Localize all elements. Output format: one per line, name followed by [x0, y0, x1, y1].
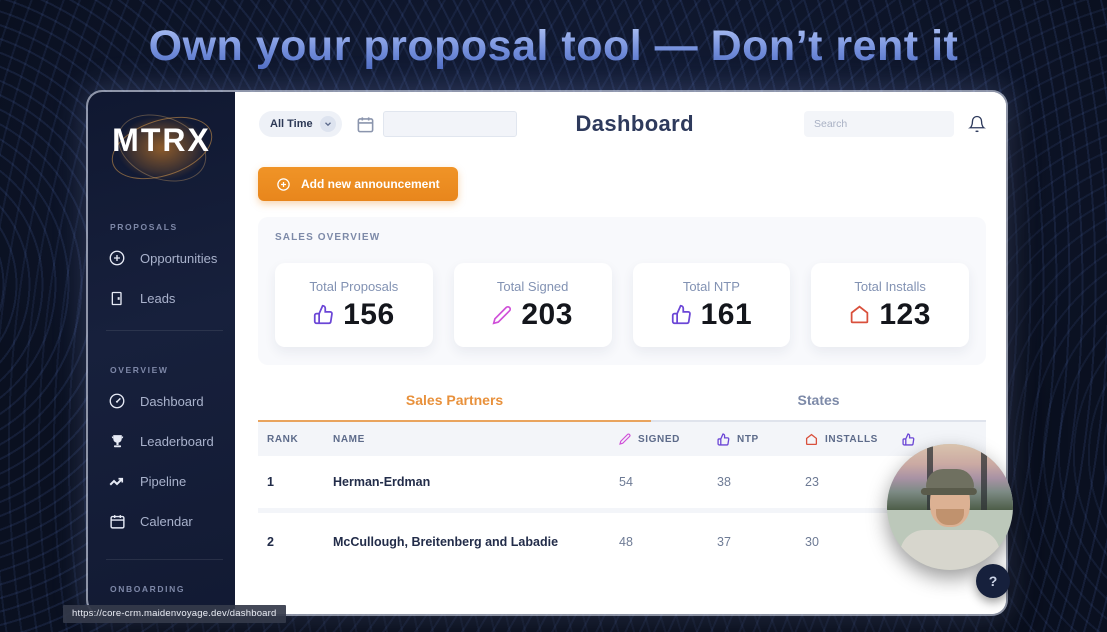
sidebar-item-leads[interactable]: Leads	[104, 278, 225, 318]
sidebar-item-label: Leaderboard	[140, 433, 214, 449]
table-header: RANK NAME SIGNED NTP	[258, 422, 986, 456]
column-header-ntp[interactable]: NTP	[717, 432, 805, 446]
sidebar-item-opportunities[interactable]: Opportunities	[104, 238, 225, 278]
stat-card-total-signed: Total Signed 203	[453, 263, 612, 347]
headline: Own your proposal tool — Don’t rent it	[0, 22, 1107, 71]
leaderboard-tabs: Sales Partners States	[258, 392, 986, 420]
sidebar-item-label: Pipeline	[140, 473, 187, 489]
presenter-shirt	[900, 530, 1000, 570]
plus-circle-icon	[276, 177, 291, 192]
cell-installs: 30	[805, 534, 819, 549]
sidebar-item-label: Calendar	[140, 513, 193, 529]
tab-sales-partners[interactable]: Sales Partners	[405, 392, 504, 408]
table-row[interactable]: 2 McCullough, Breitenberg and Labadie 48…	[258, 513, 986, 570]
page-title: Dashboard	[575, 111, 694, 136]
column-header-signed[interactable]: SIGNED	[619, 433, 717, 445]
sidebar-divider	[106, 330, 223, 331]
logo-glow-decoration	[101, 104, 222, 191]
webcam-overlay	[887, 444, 1013, 570]
section-label-overview: OVERVIEW	[110, 365, 169, 375]
presenter-cap-brim	[920, 488, 977, 495]
pen-icon	[619, 433, 631, 445]
home-icon	[849, 304, 870, 325]
thumbs-up-icon	[313, 304, 334, 325]
cell-rank: 1	[267, 475, 274, 489]
logo-text: MTRX	[112, 121, 211, 158]
sidebar-item-leaderboard[interactable]: Leaderboard	[104, 421, 225, 461]
stat-card-label: Total Signed	[496, 278, 569, 294]
help-button[interactable]: ?	[976, 564, 1010, 598]
column-header-rank[interactable]: RANK	[267, 433, 299, 445]
stat-card-value: 203	[521, 297, 573, 331]
url-status-tooltip: https://core-crm.maidenvoyage.dev/dashbo…	[63, 605, 286, 623]
sidebar-item-pipeline[interactable]: Pipeline	[104, 461, 225, 501]
column-header-installs[interactable]: INSTALLS	[805, 433, 902, 446]
sales-overview-panel: SALES OVERVIEW Total Proposals 156 Total…	[258, 217, 986, 365]
stat-card-total-proposals: Total Proposals 156	[275, 263, 433, 347]
presenter-cap	[926, 469, 974, 490]
sidebar-item-dashboard[interactable]: Dashboard	[104, 381, 225, 421]
door-icon	[108, 289, 126, 307]
stat-card-label: Total Proposals	[309, 278, 399, 294]
sidebar-item-label: Leads	[140, 290, 176, 306]
section-label-proposals: PROPOSALS	[110, 222, 178, 232]
time-filter-value: All Time	[270, 118, 313, 130]
bell-icon[interactable]	[968, 115, 986, 133]
topbar-right	[804, 111, 986, 137]
add-announcement-label: Add new announcement	[301, 177, 440, 191]
cell-ntp: 37	[717, 534, 731, 549]
stat-card-value: 123	[879, 297, 931, 331]
chevron-down-icon	[319, 116, 336, 132]
tab-underline-active	[258, 420, 652, 422]
table-row[interactable]: 1 Herman-Erdman 54 38 23	[258, 456, 986, 513]
column-header-name[interactable]: NAME	[333, 433, 365, 445]
main-area: All Time Dashboard A	[235, 92, 1006, 614]
app-window: MTRX PROPOSALS Opportunities Leads OVERV…	[88, 92, 1006, 614]
add-announcement-button[interactable]: Add new announcement	[258, 167, 458, 201]
tab-underline-inactive	[651, 420, 986, 422]
cell-name: Herman-Erdman	[333, 475, 431, 489]
stat-card-total-ntp: Total NTP 161	[632, 263, 791, 347]
cell-rank: 2	[267, 534, 274, 549]
home-icon	[805, 433, 818, 446]
stat-card-value: 161	[700, 297, 753, 331]
calendar-icon	[108, 512, 126, 530]
sidebar-item-label: Dashboard	[140, 393, 204, 409]
stat-card-label: Total NTP	[682, 278, 740, 294]
cell-name: McCullough, Breitenberg and Labadie	[333, 534, 559, 549]
stat-card-value: 156	[343, 297, 395, 331]
search-input[interactable]	[804, 111, 954, 137]
stat-card-total-installs: Total Installs 123	[811, 263, 969, 347]
sales-overview-label: SALES OVERVIEW	[275, 232, 381, 243]
stat-cards: Total Proposals 156 Total Signed	[275, 263, 969, 347]
topbar: All Time Dashboard	[235, 92, 1006, 156]
sidebar-nav: PROPOSALS Opportunities Leads OVERVIEW	[88, 222, 235, 594]
dashboard-content: Add new announcement SALES OVERVIEW Tota…	[235, 156, 1006, 614]
sidebar-divider	[106, 559, 223, 560]
stat-card-label: Total Installs	[854, 278, 926, 294]
pen-icon	[492, 305, 512, 325]
cell-ntp: 38	[717, 475, 731, 489]
thumbs-up-icon	[671, 304, 692, 325]
trophy-icon	[108, 432, 126, 450]
logo: MTRX	[88, 92, 235, 194]
cell-signed: 54	[619, 475, 633, 489]
time-filter-select[interactable]: All Time	[259, 111, 342, 137]
date-range-input[interactable]	[382, 111, 517, 137]
gauge-icon	[108, 392, 126, 410]
sidebar: MTRX PROPOSALS Opportunities Leads OVERV…	[88, 92, 235, 614]
tab-states[interactable]: States	[797, 392, 840, 408]
sidebar-item-label: Opportunities	[140, 250, 218, 266]
thumbs-up-icon	[717, 432, 730, 446]
cell-installs: 23	[805, 475, 819, 489]
section-label-onboarding: ONBOARDING	[110, 584, 186, 594]
plus-circle-icon	[108, 249, 126, 267]
tab-underline	[258, 420, 986, 422]
pipeline-icon	[108, 472, 126, 490]
cell-signed: 48	[619, 534, 633, 549]
calendar-icon[interactable]	[356, 115, 375, 134]
sidebar-item-calendar[interactable]: Calendar	[104, 501, 225, 541]
